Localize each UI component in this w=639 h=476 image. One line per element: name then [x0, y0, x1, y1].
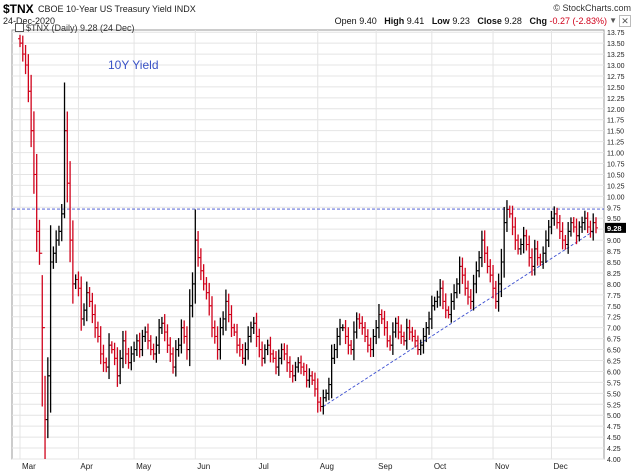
- x-tick-label: Jul: [259, 462, 269, 471]
- x-tick-label: Oct: [434, 462, 447, 471]
- y-tick-label: 13.75: [607, 30, 625, 37]
- y-tick-label: 4.50: [607, 435, 621, 442]
- close-label: Close: [477, 16, 502, 26]
- open-value: 9.40: [359, 16, 377, 26]
- chart-date: 24-Dec-2020: [3, 16, 56, 26]
- x-tick-label: Dec: [553, 462, 567, 471]
- y-tick-label: 10.75: [607, 162, 625, 169]
- chart-header: $TNX CBOE 10-Year US Treasury Yield INDX…: [0, 0, 639, 30]
- y-tick-label: 8.50: [607, 260, 621, 267]
- y-tick-label: 6.50: [607, 348, 621, 355]
- y-tick-label: 11.25: [607, 140, 624, 147]
- x-tick-label: Mar: [22, 462, 36, 471]
- down-arrow-icon: ▼: [609, 16, 617, 25]
- y-tick-label: 6.25: [607, 359, 621, 366]
- chg-value: -0.27 (-2.83%): [549, 16, 607, 26]
- legend-swatch: [15, 23, 24, 32]
- x-tick-label: Sep: [378, 462, 393, 471]
- y-tick-label: 5.50: [607, 391, 621, 398]
- y-tick-label: 13.25: [607, 52, 625, 59]
- y-tick-label: 8.75: [607, 249, 621, 256]
- x-tick-label: Jun: [197, 462, 210, 471]
- x-tick-label: Apr: [80, 462, 93, 471]
- y-tick-label: 9.75: [607, 205, 621, 212]
- ohlc-bar: [594, 217, 598, 234]
- series-legend: $TNX (Daily) 9.28 (24 Dec): [15, 23, 135, 33]
- y-tick-label: 7.50: [607, 304, 621, 311]
- instrument-title: CBOE 10-Year US Treasury Yield: [38, 4, 172, 14]
- low-value: 9.23: [452, 16, 470, 26]
- y-tick-label: 13.50: [607, 41, 625, 48]
- chg-label: Chg: [529, 16, 547, 26]
- y-tick-label: 7.75: [607, 293, 621, 300]
- y-tick-label: 7.00: [607, 326, 621, 333]
- y-tick-label: 9.50: [607, 216, 621, 223]
- x-tick-label: Nov: [495, 462, 509, 471]
- y-tick-label: 12.00: [607, 107, 625, 114]
- y-tick-label: 7.25: [607, 315, 621, 322]
- chart-annotation: 10Y Yield: [108, 58, 159, 72]
- y-tick-label: 4.00: [607, 457, 621, 464]
- ohlc-readout: Open 9.40 High 9.41 Low 9.23 Close 9.28 …: [335, 16, 607, 26]
- y-tick-label: 4.25: [607, 446, 621, 453]
- y-tick-label: 13.00: [607, 63, 625, 70]
- support-trendline: [323, 230, 594, 407]
- y-tick-label: 12.75: [607, 74, 625, 81]
- last-value-marker: 9.28: [605, 222, 626, 233]
- y-tick-label: 8.00: [607, 282, 621, 289]
- exchange-label: INDX: [174, 4, 196, 14]
- symbol: $TNX: [3, 2, 34, 16]
- low-label: Low: [431, 16, 450, 26]
- y-grid: [12, 31, 604, 460]
- y-axis-labels: 4.00 4.25 4.50 4.75 5.00 5.25 5.50 5.75 6.00 6.25…: [607, 30, 625, 464]
- x-tick-label: May: [136, 462, 151, 471]
- y-tick-label: 5.75: [607, 380, 621, 387]
- y-tick-label: 10.00: [607, 194, 625, 201]
- y-tick-label: 11.00: [607, 151, 624, 158]
- y-tick-label: 9.00: [607, 238, 621, 245]
- y-tick-label: 11.50: [607, 129, 624, 136]
- y-tick-label: 12.50: [607, 85, 625, 92]
- y-tick-label: 10.50: [607, 172, 625, 179]
- legend-text: $TNX (Daily) 9.28 (24 Dec): [26, 23, 135, 33]
- last-value-box: [605, 222, 626, 233]
- reference-lines: [12, 208, 604, 407]
- close-value: 9.28: [504, 16, 522, 26]
- y-tick-label: 4.75: [607, 424, 621, 431]
- price-bars: [18, 34, 598, 459]
- y-tick-label: 5.00: [607, 413, 621, 420]
- x-axis-labels: Mar Apr May Jun Jul Aug Sep Oct Nov Dec: [22, 462, 568, 471]
- close-icon[interactable]: ✕: [619, 15, 631, 27]
- high-label: High: [384, 16, 405, 26]
- brand-label: © StockCharts.com: [553, 3, 631, 13]
- instrument-name: CBOE 10-Year US Treasury Yield INDX: [38, 4, 196, 14]
- y-tick-label: 6.00: [607, 369, 621, 376]
- y-tick-label: 11.75: [607, 118, 624, 125]
- y-tick-label: 10.25: [607, 183, 625, 190]
- y-tick-label: 8.25: [607, 271, 621, 278]
- high-value: 9.41: [406, 16, 425, 26]
- last-value-text: 9.28: [607, 224, 622, 233]
- y-tick-label: 5.25: [607, 402, 621, 409]
- y-tick-label: 6.75: [607, 337, 621, 344]
- y-tick-label: 12.25: [607, 96, 625, 103]
- x-tick-label: Aug: [320, 462, 334, 471]
- open-label: Open: [334, 16, 357, 26]
